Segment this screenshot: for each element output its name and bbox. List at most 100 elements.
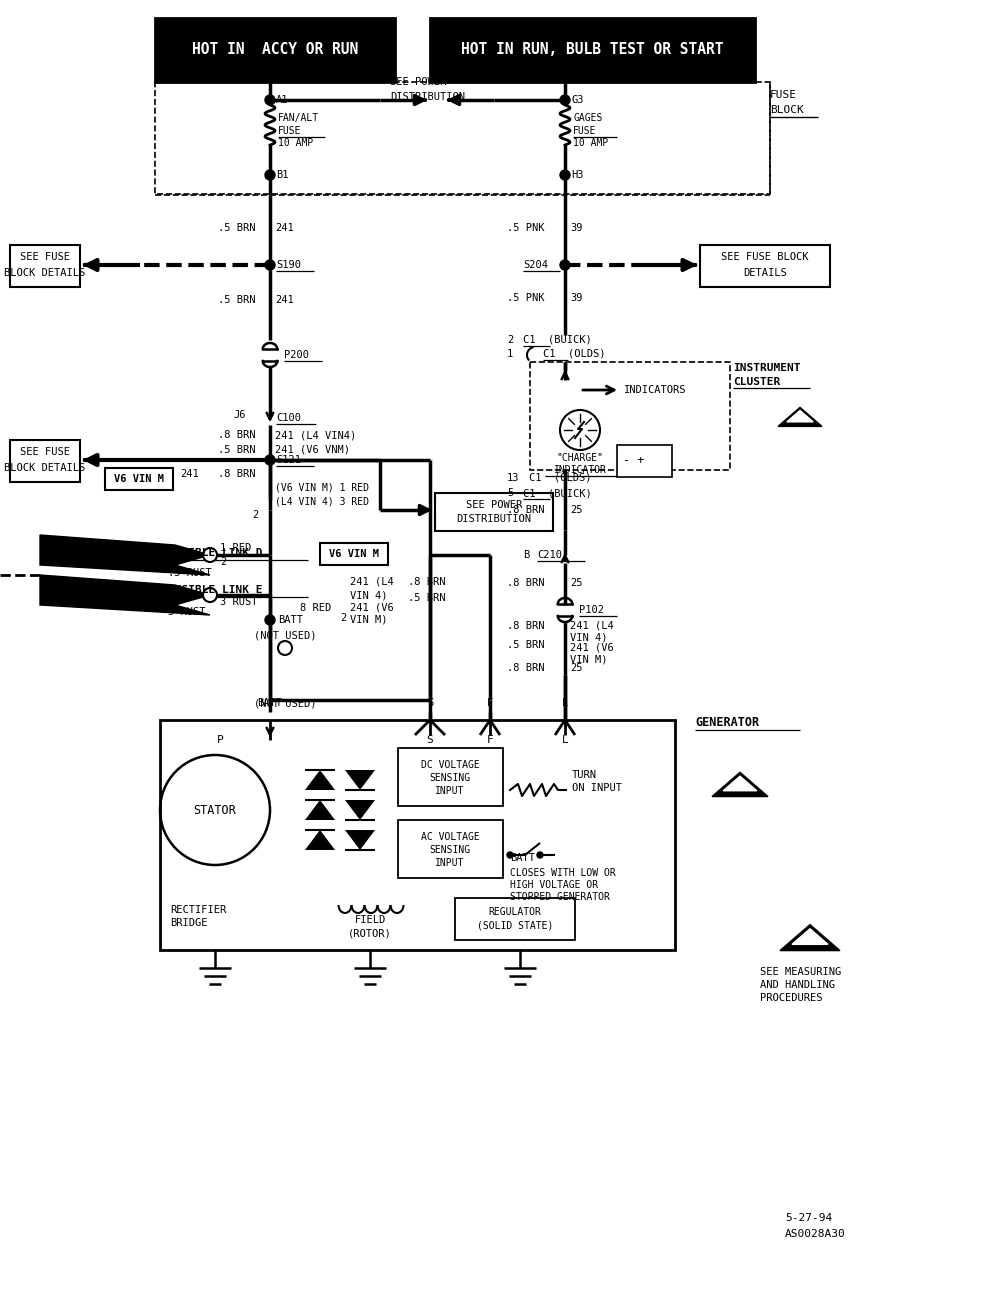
Text: C1  (OLDS): C1 (OLDS)	[529, 473, 591, 483]
Text: .5 BRN: .5 BRN	[507, 641, 545, 650]
Bar	[530, 362, 730, 470]
Text: 2: 2	[252, 510, 258, 519]
Text: .5 PNK: .5 PNK	[507, 223, 545, 233]
Circle shape	[560, 170, 570, 180]
Text: SEE POWER: SEE POWER	[390, 77, 446, 86]
Text: .5 PNK: .5 PNK	[507, 293, 545, 303]
Polygon shape	[345, 830, 375, 849]
Text: .5 RUST: .5 RUST	[168, 568, 211, 577]
Text: "CHARGE": "CHARGE"	[557, 452, 603, 463]
Text: A1: A1	[276, 95, 289, 104]
Bar	[10, 440, 80, 482]
Text: SEE FUSE: SEE FUSE	[20, 447, 70, 458]
Bar	[320, 543, 388, 565]
Polygon shape	[792, 929, 828, 945]
Text: - +: - +	[623, 454, 645, 467]
Polygon shape	[40, 535, 210, 575]
Circle shape	[560, 95, 570, 104]
Text: 3 RUST: 3 RUST	[168, 607, 205, 617]
Text: S204: S204	[523, 260, 548, 269]
Circle shape	[203, 548, 217, 562]
Text: V6 VIN M: V6 VIN M	[329, 549, 379, 559]
Text: SEE MEASURING: SEE MEASURING	[760, 967, 841, 977]
Text: .5 BRN: .5 BRN	[218, 445, 256, 455]
Text: V6 VIN M: V6 VIN M	[114, 474, 164, 483]
Text: SENSING: SENSING	[430, 846, 470, 855]
Text: G3: G3	[571, 95, 583, 104]
Text: TURN: TURN	[572, 770, 597, 780]
Text: DC VOLTAGE: DC VOLTAGE	[421, 761, 479, 770]
Bar	[455, 898, 575, 940]
Text: 13: 13	[507, 473, 520, 483]
Polygon shape	[305, 830, 335, 849]
Circle shape	[537, 852, 543, 858]
Text: CLUSTER: CLUSTER	[733, 376, 781, 387]
Circle shape	[203, 588, 217, 602]
Text: .8 BRN: .8 BRN	[507, 621, 545, 632]
Text: H3: H3	[571, 170, 583, 180]
Text: AC VOLTAGE: AC VOLTAGE	[421, 831, 479, 842]
Text: 1 RED: 1 RED	[220, 543, 251, 553]
Text: 3 RUST: 3 RUST	[220, 597, 258, 607]
Text: GAGES: GAGES	[573, 113, 602, 122]
Bar	[160, 721, 675, 950]
Text: DISTRIBUTION: DISTRIBUTION	[390, 92, 465, 102]
Text: B: B	[523, 550, 530, 559]
Text: AND HANDLING: AND HANDLING	[760, 980, 835, 990]
Text: 241: 241	[275, 223, 294, 233]
Text: F: F	[487, 699, 493, 708]
Text: INDICATOR: INDICATOR	[554, 465, 606, 476]
Polygon shape	[345, 770, 375, 790]
Text: .8 BRN: .8 BRN	[218, 431, 256, 440]
Text: .8 BRN: .8 BRN	[507, 663, 545, 673]
Text: P: P	[216, 735, 223, 745]
Circle shape	[278, 641, 292, 655]
Text: P200: P200	[284, 351, 309, 360]
Bar	[435, 492, 553, 531]
Text: 39: 39	[570, 223, 582, 233]
Text: FAN/ALT: FAN/ALT	[278, 113, 319, 122]
Text: 241 (L4: 241 (L4	[570, 621, 614, 632]
Text: CLOSES WITH LOW OR: CLOSES WITH LOW OR	[510, 867, 616, 878]
Text: DISTRIBUTION: DISTRIBUTION	[456, 514, 532, 525]
Text: P102: P102	[579, 605, 604, 615]
Text: 5: 5	[507, 489, 513, 498]
Text: INDICATORS: INDICATORS	[624, 385, 686, 394]
Text: .5 BRN: .5 BRN	[218, 223, 256, 233]
Text: J6: J6	[233, 410, 246, 420]
Text: SEE FUSE BLOCK: SEE FUSE BLOCK	[721, 253, 808, 262]
Text: S121: S121	[276, 455, 301, 465]
Text: L: L	[561, 699, 568, 708]
Bar	[155, 82, 770, 195]
Text: BLOCK: BLOCK	[770, 104, 804, 115]
Text: PROCEDURES: PROCEDURES	[760, 993, 822, 1003]
Bar	[700, 245, 830, 287]
Text: STOPPED GENERATOR: STOPPED GENERATOR	[510, 892, 610, 902]
Text: S: S	[427, 699, 434, 708]
Text: BATT: BATT	[510, 853, 535, 864]
Text: (SOLID STATE): (SOLID STATE)	[477, 920, 554, 929]
Text: BLOCK DETAILS: BLOCK DETAILS	[4, 268, 85, 278]
Circle shape	[278, 641, 292, 655]
Text: HIGH VOLTAGE OR: HIGH VOLTAGE OR	[510, 880, 598, 889]
Text: .8 BRN: .8 BRN	[507, 577, 545, 588]
Text: SEE FUSE: SEE FUSE	[20, 253, 70, 262]
Text: (NOT USED): (NOT USED)	[254, 699, 316, 708]
Text: 5-27-94: 5-27-94	[785, 1213, 832, 1223]
Text: 39: 39	[570, 293, 582, 303]
Text: .5 BRN: .5 BRN	[408, 593, 445, 603]
Text: BRIDGE: BRIDGE	[170, 918, 207, 928]
Text: DETAILS: DETAILS	[743, 268, 787, 278]
Text: 2: 2	[220, 557, 226, 567]
Text: B1: B1	[276, 170, 289, 180]
Text: BLOCK DETAILS: BLOCK DETAILS	[4, 463, 85, 473]
Bar	[617, 445, 672, 477]
Text: VIN M): VIN M)	[350, 615, 388, 625]
Polygon shape	[305, 770, 335, 790]
Text: 241 (V6: 241 (V6	[570, 643, 614, 654]
Polygon shape	[40, 575, 210, 615]
Polygon shape	[345, 800, 375, 820]
Bar	[398, 820, 503, 878]
Text: C1  (OLDS): C1 (OLDS)	[543, 349, 605, 360]
Text: GENERATOR: GENERATOR	[695, 715, 759, 728]
